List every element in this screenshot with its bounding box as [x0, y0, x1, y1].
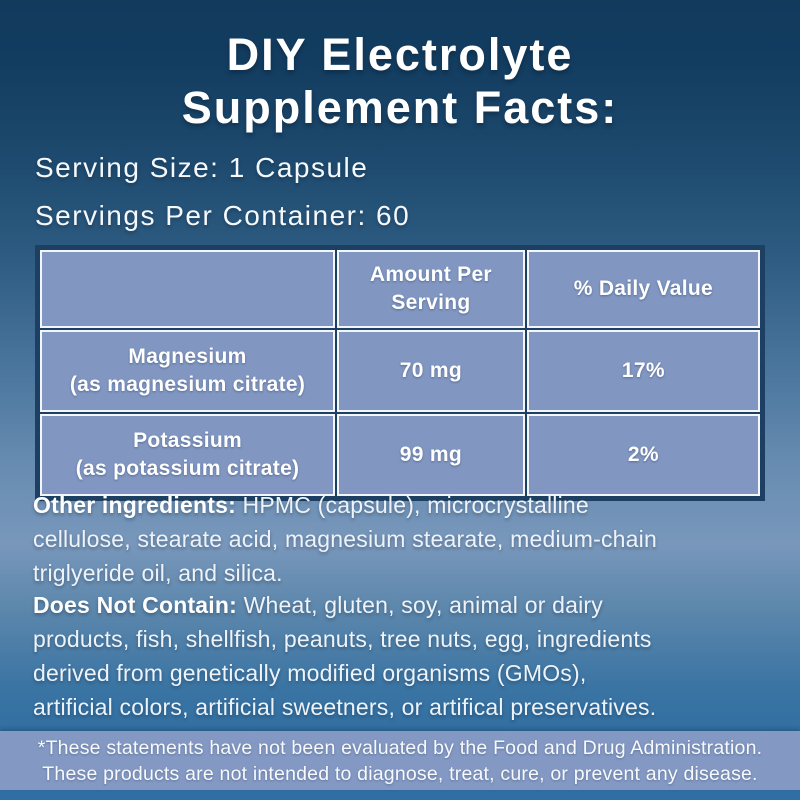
header-daily-value: % Daily Value — [526, 250, 760, 328]
daily-value-cell-magnesium: 17% — [526, 330, 760, 412]
other-ingredients-paragraph: Other ingredients: HPMC (capsule), micro… — [33, 488, 785, 590]
other-ingredients-label: Other ingredients: — [33, 492, 236, 518]
nutrient-name: Potassium — [133, 428, 242, 452]
supplement-facts-table: Amount Per Serving % Daily Value Magnesi… — [35, 245, 765, 501]
nutrient-cell-potassium: Potassium (as potassium citrate) — [40, 414, 336, 496]
disclaimer-bar: *These statements have not been evaluate… — [0, 731, 800, 790]
page-title-line-2: Supplement Facts: — [181, 82, 619, 133]
serving-size-text: Serving Size: 1 Capsule — [35, 152, 369, 183]
does-not-contain-label: Does Not Contain: — [33, 592, 237, 618]
header-amount-per-serving: Amount Per Serving — [337, 250, 525, 328]
nutrient-source: (as potassium citrate) — [75, 457, 300, 480]
nutrient-cell-magnesium: Magnesium (as magnesium citrate) — [40, 330, 336, 412]
amount-cell-magnesium: 70 mg — [337, 330, 525, 412]
table-row-potassium: Potassium (as potassium citrate) 99 mg 2… — [40, 414, 760, 496]
disclaimer-line-2: These products are not intended to diagn… — [42, 762, 758, 785]
does-not-contain-text: Wheat, gluten, soy, animal or dairy prod… — [33, 592, 657, 720]
does-not-contain-paragraph: Does Not Contain: Wheat, gluten, soy, an… — [33, 588, 785, 724]
table-header-row: Amount Per Serving % Daily Value — [40, 250, 760, 328]
servings-per-container-text: Servings Per Container: 60 — [35, 200, 411, 231]
table-row-magnesium: Magnesium (as magnesium citrate) 70 mg 1… — [40, 330, 760, 412]
page-title: DIY Electrolyte Supplement Facts: — [0, 28, 800, 134]
daily-value-cell-potassium: 2% — [526, 414, 760, 496]
amount-cell-potassium: 99 mg — [337, 414, 525, 496]
header-blank-cell — [40, 250, 336, 328]
nutrient-name: Magnesium — [128, 344, 247, 368]
disclaimer-line-1: *These statements have not been evaluate… — [37, 736, 763, 759]
other-ingredients-text: HPMC (capsule), microcrystalline cellulo… — [33, 492, 657, 586]
nutrient-source: (as magnesium citrate) — [69, 373, 306, 396]
page-title-line-1: DIY Electrolyte — [226, 29, 574, 80]
